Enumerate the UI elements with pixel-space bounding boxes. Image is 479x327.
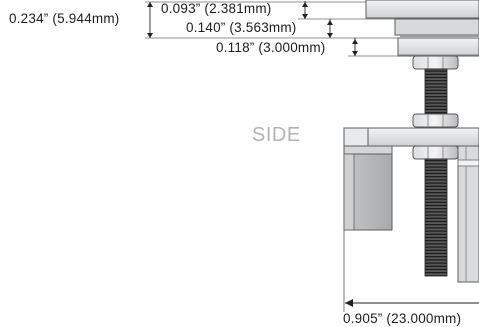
mounting-plate <box>397 37 479 57</box>
dimension-top-gap <box>298 1 395 20</box>
label-bottom-width: 0.905” (23.000mm) <box>343 311 461 326</box>
upper-nut <box>412 55 459 70</box>
label-second-gap: 0.140” (3.563mm) <box>186 20 297 35</box>
label-top-gap: 0.093” (2.381mm) <box>161 1 272 16</box>
lower-block <box>343 153 393 231</box>
upper-threaded-rod <box>424 68 448 115</box>
middle-nut <box>412 113 459 128</box>
top-plate <box>365 0 479 37</box>
lower-threaded-rod <box>424 158 448 277</box>
dimension-second-gap <box>327 19 333 38</box>
vertical-rail <box>457 145 479 283</box>
lower-nut <box>412 145 459 160</box>
view-label: SIDE <box>252 124 301 146</box>
dimension-plate-thickness <box>348 38 398 57</box>
label-plate-thickness: 0.118” (3.000mm) <box>216 40 326 55</box>
label-overall-height: 0.234” (5.944mm) <box>9 11 120 26</box>
dimension-overall-height <box>145 1 398 39</box>
side-bracket <box>343 127 479 155</box>
dimension-bottom-width <box>343 230 479 312</box>
